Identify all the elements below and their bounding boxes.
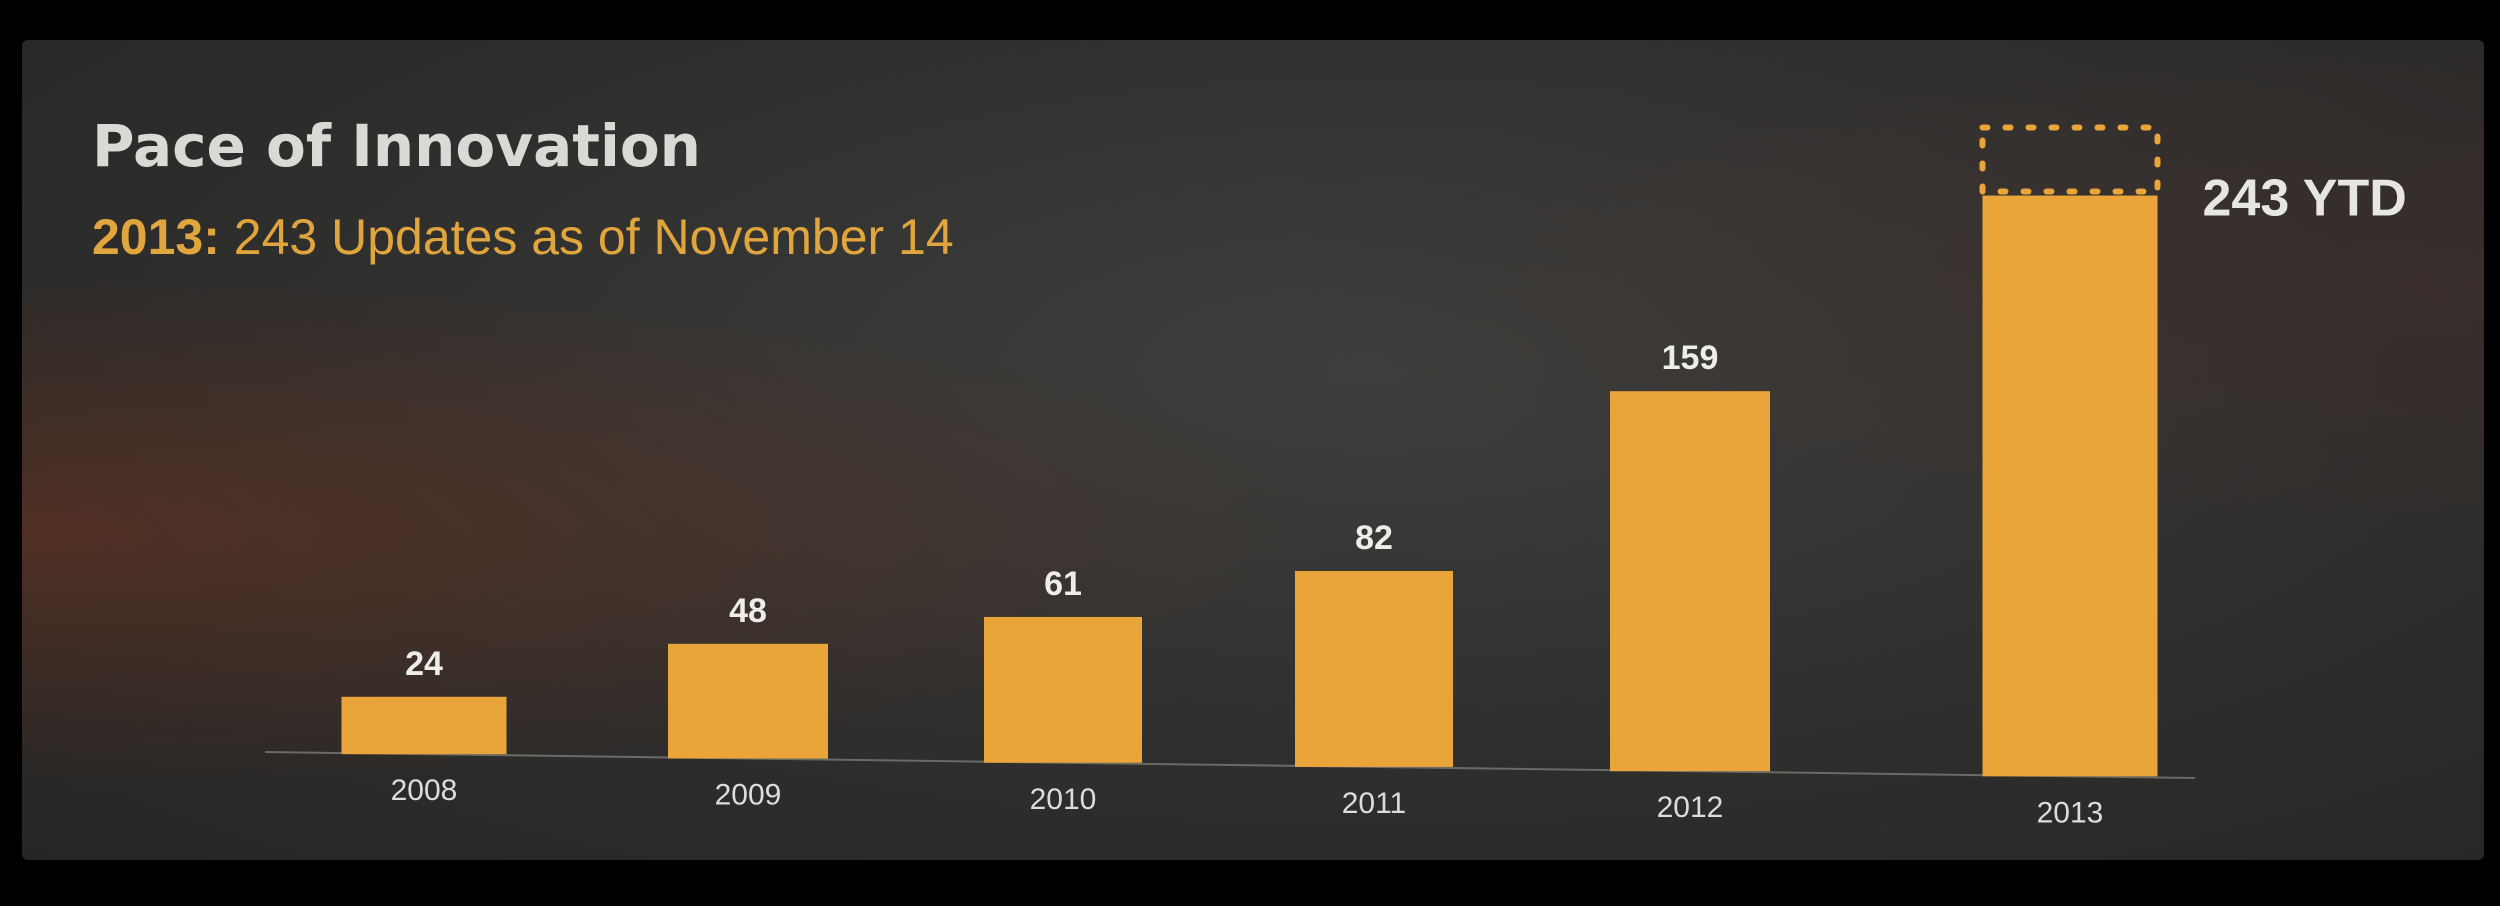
x-tick-label-2011: 2011 xyxy=(1342,787,1407,820)
bar-value-label-2012: 159 xyxy=(1662,339,1719,377)
bar-value-label-2011: 82 xyxy=(1355,519,1393,557)
bar-2013 xyxy=(1982,195,2158,777)
x-tick-label-2009: 2009 xyxy=(715,779,782,812)
slide-title: Pace of Innovation xyxy=(92,112,701,180)
bar-2012 xyxy=(1610,391,1770,772)
slide-subtitle: 2013: 243 Updates as of November 14 xyxy=(92,208,954,266)
bar-2009 xyxy=(668,643,828,759)
x-tick-label-2008: 2008 xyxy=(391,774,458,807)
bar-value-label-2009: 48 xyxy=(729,592,767,630)
bar-2010 xyxy=(984,616,1142,763)
subtitle-lead: 2013: xyxy=(92,209,220,265)
ytd-annotation: 243 YTD xyxy=(2203,170,2407,228)
subtitle-rest: 243 Updates as of November 14 xyxy=(219,209,954,265)
bar-value-label-2008: 24 xyxy=(405,645,443,683)
x-tick-label-2010: 2010 xyxy=(1030,783,1097,816)
bar-2008 xyxy=(341,696,507,755)
x-tick-label-2012: 2012 xyxy=(1657,791,1724,824)
x-tick-label-2013: 2013 xyxy=(2037,796,2104,829)
projected-extension-outline xyxy=(1979,124,2161,195)
bar-value-label-2010: 61 xyxy=(1044,565,1082,603)
x-axis-baseline xyxy=(264,751,2196,779)
bar-2011 xyxy=(1295,570,1453,767)
